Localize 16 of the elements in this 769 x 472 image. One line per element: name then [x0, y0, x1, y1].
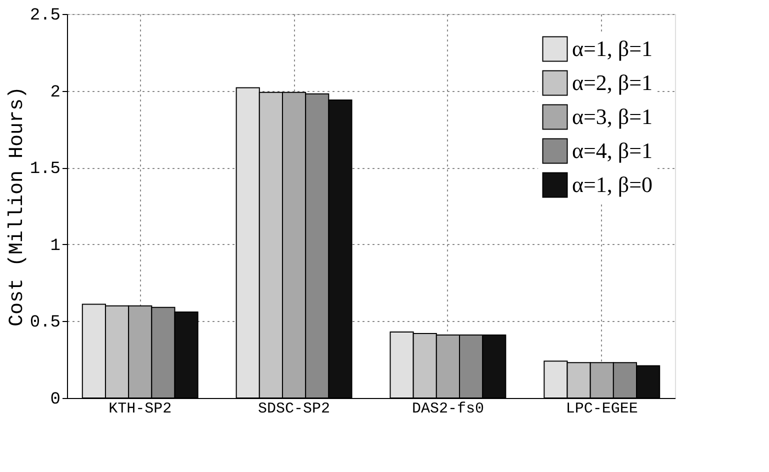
x-tick-label: DAS2-fs0 [412, 400, 484, 418]
legend-label: α=3, β=1 [572, 104, 653, 129]
legend-label: α=4, β=1 [572, 138, 653, 163]
legend-label: α=1, β=0 [572, 172, 653, 197]
legend-label: α=1, β=1 [572, 36, 653, 61]
y-tick-label: 1.5 [30, 160, 60, 180]
y-tick-label: 0.5 [30, 314, 60, 333]
y-tick-label: 0 [50, 390, 60, 410]
y-tick-label: 2.5 [30, 6, 60, 26]
x-tick-label: LPC-EGEE [566, 400, 638, 418]
y-tick-label: 2 [50, 83, 60, 102]
legend-label: α=2, β=1 [572, 70, 653, 95]
x-tick-label: SDSC-SP2 [258, 400, 330, 418]
y-axis-title: Cost (Million Hours) [6, 86, 29, 327]
y-tick-label: 1 [50, 236, 60, 256]
x-tick-label: KTH-SP2 [108, 400, 172, 418]
